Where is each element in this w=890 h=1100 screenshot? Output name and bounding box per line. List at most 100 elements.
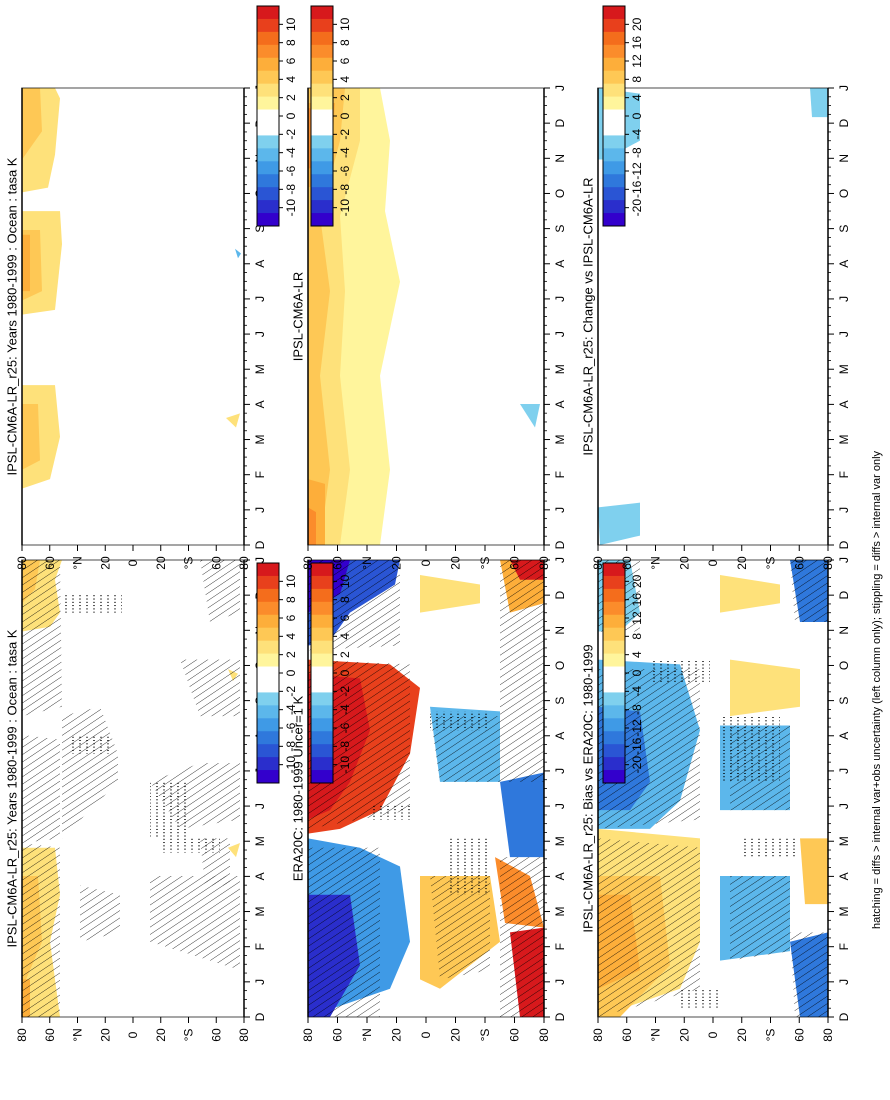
colorbar-label: 4 [284,76,298,83]
colorbar-swatch [257,213,279,227]
colorbar-swatch [257,575,279,590]
colorbar-swatch [603,627,625,642]
month-label: J [553,979,567,985]
colorbar-swatch [311,705,333,719]
colorbar-swatch [257,614,279,629]
colorbar-label: 10 [284,574,298,588]
colorbar-label: -10 [338,756,352,774]
lat-label: 0 [419,559,433,566]
month-label: A [553,872,567,880]
colorbar-swatch [311,200,333,214]
lat-label: °S [764,557,778,570]
colorbar-swatch [257,187,279,201]
month-label: A [553,732,567,740]
colorbar-swatch [257,57,279,72]
colorbar-swatch [311,122,333,136]
colorbar-swatch [257,122,279,136]
month-label: S [253,225,267,233]
colorbar-swatch [603,718,625,732]
lat-label: 60 [209,556,223,570]
colorbar-label: 4 [338,76,352,83]
lat-label: 20 [390,1028,404,1042]
colorbar-label: 4 [630,651,644,658]
colorbar-label: -10 [338,199,352,217]
colorbar-label: -16 [630,180,644,198]
panel-title: IPSL-CM6A-LR_r25: Bias vs ERA20C: 1980-1… [581,644,596,932]
contour-fill [22,88,241,489]
panel-title: IPSL-CM6A-LR_r25: Years 1980-1999 : Ocea… [5,157,20,475]
colorbar-swatch [603,653,625,668]
colorbar-label: 0 [338,669,352,676]
lat-label: 60 [331,556,345,570]
colorbar-swatch [311,161,333,175]
colorbar-swatch [311,70,333,85]
lat-label: 20 [390,556,404,570]
colorbar-swatch [603,6,625,20]
colorbar-swatch [603,692,625,706]
month-label: D [837,540,851,549]
lat-label: 60 [620,556,634,570]
month-label: F [253,471,267,478]
lat-label: 80 [591,1028,605,1042]
month-label: J [553,296,567,302]
colorbar-label: -4 [284,704,298,715]
month-label: M [253,364,267,374]
colorbar-label: -12 [630,719,644,737]
colorbar-label: 16 [630,593,644,607]
colorbar-swatch [311,187,333,201]
lat-label: °N [360,556,374,569]
month-label: D [553,1012,567,1021]
colorbar-swatch [311,666,333,680]
colorbar-swatch [603,161,625,175]
colorbar-swatch [311,627,333,642]
lat-label: 0 [419,1031,433,1038]
colorbar-swatch [311,770,333,784]
month-label: N [553,626,567,635]
lat-label: 20 [735,556,749,570]
month-label: M [837,836,851,846]
month-label: D [837,590,851,599]
month-label: M [553,836,567,846]
colorbar-label: 20 [630,574,644,588]
colorbar-swatch [311,679,333,693]
colorbar: 20 16 12 8 4 0 -4 -8 -12-16-20 [602,562,644,784]
latitude-axis: 80 60 °N 20 0 20 °S 60 80 [15,1017,251,1042]
colorbar-label: 6 [338,614,352,621]
month-label: J [253,296,267,302]
month-axis: D J F M A M J J A S O N D J [544,85,567,549]
colorbar-swatch [257,705,279,719]
colorbar-swatch [257,718,279,732]
lat-label: 0 [706,559,720,566]
colorbar-swatch [257,588,279,603]
colorbar-swatch [311,614,333,629]
lat-label: °N [71,556,85,569]
colorbar-swatch [257,44,279,59]
colorbar-swatch [603,18,625,33]
colorbar-swatch [311,731,333,745]
month-label: J [553,557,567,563]
colorbar-swatch [257,96,279,111]
colorbar-swatch [311,31,333,46]
colorbar-swatch [603,757,625,771]
colorbar-label: 10 [284,17,298,31]
colorbar-swatch [311,213,333,227]
colorbar-label: 20 [630,17,644,31]
lat-label: 80 [591,556,605,570]
axes-layer: DJFMAMJJASONDJ8060°N20020°S6080IPSL-CM6A… [5,5,851,1042]
colorbar-label: 12 [630,611,644,625]
colorbar-label: 2 [284,94,298,101]
colorbar-label: -6 [284,722,298,733]
month-label: N [553,154,567,163]
colorbar-swatch [311,588,333,603]
colorbar-swatch [257,640,279,655]
month-label: J [837,507,851,513]
colorbar-swatch [257,148,279,162]
colorbar-swatch [311,57,333,72]
colorbar-swatch [257,109,279,123]
colorbar-swatch [257,653,279,668]
colorbar-label: -16 [630,737,644,755]
colorbar-swatch [257,563,279,577]
month-axis: D J F M A M J J A S O N D J [828,557,851,1021]
colorbar: 10 8 6 4 2 0 -2 -4 -6 -8 -10 [256,562,298,784]
month-label: F [837,471,851,478]
